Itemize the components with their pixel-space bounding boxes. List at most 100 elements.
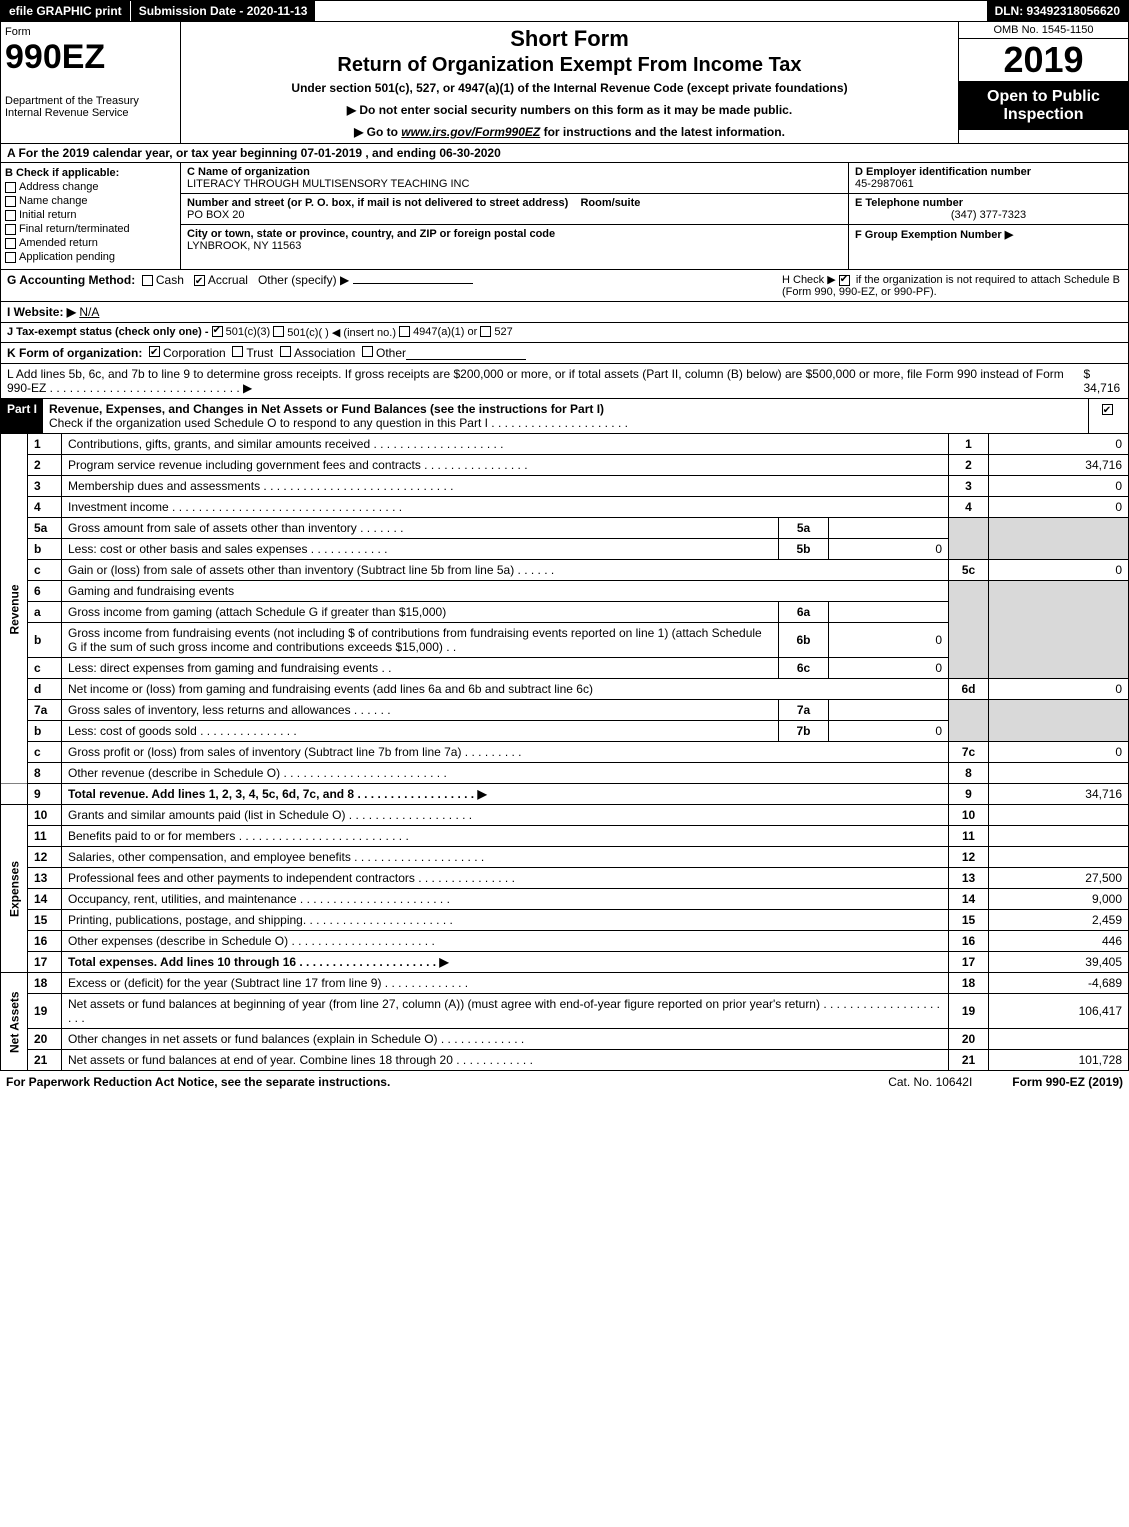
c-name-block: C Name of organization LITERACY THROUGH … [181, 163, 848, 194]
ein-label: D Employer identification number [855, 166, 1031, 178]
b-label: B Check if applicable: [5, 167, 176, 179]
dln: DLN: 93492318056620 [987, 1, 1128, 21]
line-7c: cGross profit or (loss) from sales of in… [1, 742, 1129, 763]
street-label: Number and street (or P. O. box, if mail… [187, 197, 568, 209]
room-label: Room/suite [580, 197, 640, 209]
j-label: J Tax-exempt status (check only one) - [7, 326, 209, 339]
org-name: LITERACY THROUGH MULTISENSORY TEACHING I… [187, 178, 469, 190]
k-other-input[interactable] [406, 346, 526, 360]
ck-other-org[interactable] [362, 346, 373, 357]
line-11: 11Benefits paid to or for members . . . … [1, 826, 1129, 847]
goto-post: for instructions and the latest informat… [540, 125, 785, 139]
row-a-period: A For the 2019 calendar year, or tax yea… [0, 144, 1129, 163]
line-21: 21Net assets or fund balances at end of … [1, 1050, 1129, 1071]
line-6: 6Gaming and fundraising events [1, 581, 1129, 602]
city-label: City or town, state or province, country… [187, 228, 555, 240]
top-bar: efile GRAPHIC print Submission Date - 20… [0, 0, 1129, 22]
form-header: Form 990EZ Department of the Treasury In… [0, 22, 1129, 144]
ck-final-return[interactable]: Final return/terminated [5, 223, 176, 235]
c-street-block: Number and street (or P. O. box, if mail… [181, 194, 848, 225]
netassets-side-label: Net Assets [1, 973, 28, 1071]
row-j-tax-exempt: J Tax-exempt status (check only one) - 5… [0, 323, 1129, 343]
line-6d: dNet income or (loss) from gaming and fu… [1, 679, 1129, 700]
line-16: 16Other expenses (describe in Schedule O… [1, 931, 1129, 952]
ein-value: 45-2987061 [855, 178, 914, 190]
e-phone: E Telephone number (347) 377-7323 [849, 194, 1128, 225]
website-value: N/A [79, 305, 99, 319]
g-accounting: G Accounting Method: Cash Accrual Other … [7, 273, 473, 298]
g-other: Other (specify) ▶ [258, 273, 349, 287]
subtitle: Under section 501(c), 527, or 4947(a)(1)… [189, 81, 950, 95]
form-number: 990EZ [5, 38, 176, 77]
title-return: Return of Organization Exempt From Incom… [189, 54, 950, 77]
g-label: G Accounting Method: [7, 273, 135, 287]
ck-assoc[interactable] [280, 346, 291, 357]
line-5a: 5aGross amount from sale of assets other… [1, 518, 1129, 539]
line-9: 9Total revenue. Add lines 1, 2, 3, 4, 5c… [1, 784, 1129, 805]
ck-4947a1[interactable] [399, 326, 410, 337]
efile-label[interactable]: efile GRAPHIC print [1, 1, 130, 21]
line-15: 15Printing, publications, postage, and s… [1, 910, 1129, 931]
website-label: I Website: ▶ [7, 305, 76, 319]
ck-501c3[interactable] [212, 326, 223, 337]
ck-app-pending[interactable]: Application pending [5, 251, 176, 263]
ck-h[interactable] [839, 275, 850, 286]
open-to-public: Open to Public Inspection [959, 82, 1128, 130]
block-b-through-f: B Check if applicable: Address change Na… [0, 163, 1129, 270]
paperwork-notice: For Paperwork Reduction Act Notice, see … [6, 1075, 390, 1089]
cat-no: Cat. No. 10642I [888, 1075, 972, 1089]
line-13: 13Professional fees and other payments t… [1, 868, 1129, 889]
ck-501c[interactable] [273, 326, 284, 337]
k-label: K Form of organization: [7, 346, 142, 360]
line-12: 12Salaries, other compensation, and empl… [1, 847, 1129, 868]
tax-year: 2019 [959, 39, 1128, 82]
col-b: B Check if applicable: Address change Na… [1, 163, 181, 269]
ck-address-change[interactable]: Address change [5, 181, 176, 193]
city-value: LYNBROOK, NY 11563 [187, 240, 301, 252]
line-5c: cGain or (loss) from sale of assets othe… [1, 560, 1129, 581]
street-value: PO BOX 20 [187, 209, 244, 221]
col-def: D Employer identification number 45-2987… [848, 163, 1128, 269]
ck-initial-return[interactable]: Initial return [5, 209, 176, 221]
line-20: 20Other changes in net assets or fund ba… [1, 1029, 1129, 1050]
c-city-block: City or town, state or province, country… [181, 225, 848, 255]
ck-corp[interactable] [149, 346, 160, 357]
row-k-org-form: K Form of organization: Corporation Trus… [0, 343, 1129, 364]
line-10: Expenses 10Grants and similar amounts pa… [1, 805, 1129, 826]
header-left: Form 990EZ Department of the Treasury In… [1, 22, 181, 143]
c-name-label: C Name of organization [187, 166, 310, 178]
expenses-side-label: Expenses [1, 805, 28, 973]
part-i-sub: Check if the organization used Schedule … [49, 416, 628, 430]
line-14: 14Occupancy, rent, utilities, and mainte… [1, 889, 1129, 910]
ck-527[interactable] [480, 326, 491, 337]
header-right: OMB No. 1545-1150 2019 Open to Public In… [958, 22, 1128, 143]
irs-link[interactable]: www.irs.gov/Form990EZ [401, 125, 540, 139]
form-word: Form [5, 26, 176, 38]
row-l-gross-receipts: L Add lines 5b, 6c, and 7b to line 9 to … [0, 364, 1129, 399]
ck-amended[interactable]: Amended return [5, 237, 176, 249]
line-17: 17Total expenses. Add lines 10 through 1… [1, 952, 1129, 973]
irs-label: Internal Revenue Service [5, 107, 176, 119]
omb-number: OMB No. 1545-1150 [959, 22, 1128, 39]
part-i-check[interactable] [1088, 399, 1128, 433]
g-other-input[interactable] [353, 283, 473, 284]
part-i-title: Revenue, Expenses, and Changes in Net As… [43, 399, 1088, 433]
ssn-warning: ▶ Do not enter social security numbers o… [189, 103, 950, 117]
l-text: L Add lines 5b, 6c, and 7b to line 9 to … [7, 367, 1083, 395]
ck-cash[interactable] [142, 275, 153, 286]
ck-accrual[interactable] [194, 275, 205, 286]
lines-table: Revenue 1Contributions, gifts, grants, a… [0, 434, 1129, 1071]
revenue-side-label: Revenue [1, 434, 28, 784]
phone-label: E Telephone number [855, 197, 963, 209]
part-i-tag: Part I [1, 399, 43, 433]
dept-treasury: Department of the Treasury [5, 95, 176, 107]
line-18: Net Assets 18Excess or (deficit) for the… [1, 973, 1129, 994]
line-8: 8Other revenue (describe in Schedule O) … [1, 763, 1129, 784]
form-ref: Form 990-EZ (2019) [1012, 1075, 1123, 1089]
ck-trust[interactable] [232, 346, 243, 357]
f-group-exemption: F Group Exemption Number ▶ [849, 225, 1128, 244]
d-ein: D Employer identification number 45-2987… [849, 163, 1128, 194]
ck-name-change[interactable]: Name change [5, 195, 176, 207]
goto-pre: ▶ Go to [354, 125, 401, 139]
row-g-h: G Accounting Method: Cash Accrual Other … [0, 270, 1129, 302]
